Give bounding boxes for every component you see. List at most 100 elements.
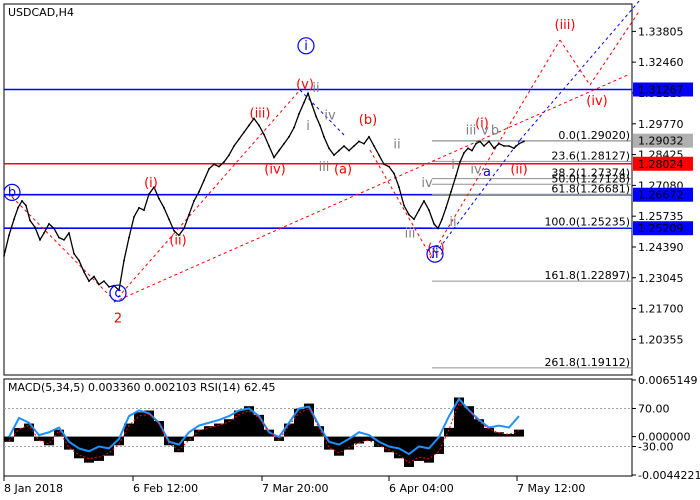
price-point	[118, 289, 120, 292]
price-point	[68, 232, 70, 234]
price-point	[445, 206, 447, 209]
macd-tick-label: 70.00	[638, 403, 670, 416]
wave-label: (ii)	[169, 233, 186, 248]
price-point	[378, 154, 380, 157]
price-point	[383, 163, 385, 166]
macd-bar	[144, 410, 154, 437]
wave-circle	[297, 37, 315, 55]
trend-line	[369, 149, 431, 256]
price-point	[303, 101, 305, 104]
wave-label: iv	[324, 109, 336, 124]
price-point	[108, 285, 110, 288]
price-point	[450, 190, 452, 193]
y-tick-label: 1.20355	[638, 333, 684, 346]
macd-bar	[484, 427, 494, 437]
trend-line	[299, 89, 346, 137]
wave-label: ii	[312, 81, 319, 96]
price-point	[319, 124, 321, 127]
price-point	[103, 280, 105, 283]
wave-label: ii	[393, 137, 400, 152]
price-point	[17, 206, 19, 209]
wave-label: c	[114, 286, 121, 301]
price-point	[288, 135, 290, 138]
price-point	[248, 124, 250, 127]
price-point	[43, 232, 45, 234]
macd-bar	[384, 436, 394, 453]
macd-tick-label: -0.0044221	[638, 469, 700, 482]
macd-bar	[204, 426, 214, 437]
macd-bar	[114, 436, 124, 446]
level-tag	[633, 82, 693, 97]
price-point	[488, 140, 490, 143]
x-tick-label: 6 Feb 12:00	[133, 482, 198, 495]
price-point	[133, 216, 135, 218]
price-point	[198, 190, 200, 193]
wave-label: (i)	[475, 117, 489, 132]
y-tick-label: 1.25735	[638, 210, 684, 223]
wave-label: (iii)	[555, 18, 576, 33]
price-point	[128, 236, 130, 239]
price-point	[63, 238, 65, 241]
price-point	[398, 186, 400, 189]
y-tick-label: 1.29770	[638, 118, 684, 131]
macd-bar	[434, 436, 444, 454]
x-tick-label: 8 Jan 2018	[4, 482, 63, 495]
price-point	[143, 209, 145, 212]
price-point	[418, 209, 420, 212]
price-point	[467, 147, 469, 150]
trend-line	[429, 39, 561, 259]
price-point	[48, 222, 50, 225]
level-tag	[633, 187, 693, 202]
price-point	[238, 138, 240, 141]
price-point	[441, 218, 443, 221]
price-point	[208, 167, 210, 170]
price-point	[21, 200, 23, 202]
price-point	[163, 206, 165, 209]
price-point	[29, 219, 31, 222]
price-point	[503, 145, 505, 147]
price-point	[228, 154, 230, 157]
level-tag	[633, 156, 693, 171]
trend-line	[431, 139, 521, 259]
price-point	[223, 161, 225, 163]
price-point	[178, 234, 180, 237]
price-point	[263, 133, 265, 136]
macd-bar	[344, 436, 354, 450]
wave-circle	[426, 245, 444, 263]
macd-bar	[364, 436, 374, 441]
macd-bar	[454, 397, 464, 437]
macd-bar	[44, 436, 54, 446]
wave-circle	[3, 183, 21, 201]
wave-label: ii	[431, 247, 438, 262]
price-point	[158, 197, 160, 200]
price-point	[213, 163, 215, 166]
level-tag	[633, 221, 693, 236]
macd-bar	[14, 427, 24, 437]
price-point	[168, 218, 170, 221]
macd-bar	[84, 436, 94, 463]
price-point	[338, 149, 340, 152]
price-point	[311, 103, 313, 106]
macd-bar	[194, 429, 204, 437]
macd-bar	[34, 436, 44, 441]
wave-label: b	[8, 185, 16, 200]
wave-label: (b)	[359, 113, 377, 128]
y-tick-label: 1.24390	[638, 241, 684, 254]
price-point	[363, 142, 365, 145]
price-point	[483, 145, 485, 147]
macd-bar	[244, 406, 254, 437]
macd-bar	[154, 420, 164, 437]
price-point	[333, 154, 335, 157]
macd-signal-line	[8, 402, 520, 464]
macd-bar	[494, 432, 504, 437]
macd-bar	[94, 436, 104, 461]
price-point	[78, 259, 80, 262]
macd-bar	[424, 436, 434, 463]
macd-bar	[404, 436, 414, 467]
price-point	[53, 227, 55, 230]
price-point	[413, 218, 415, 221]
wave-label: iv	[470, 162, 482, 177]
macd-bar	[504, 433, 514, 437]
level-tag-label: 1.26672	[638, 189, 684, 202]
